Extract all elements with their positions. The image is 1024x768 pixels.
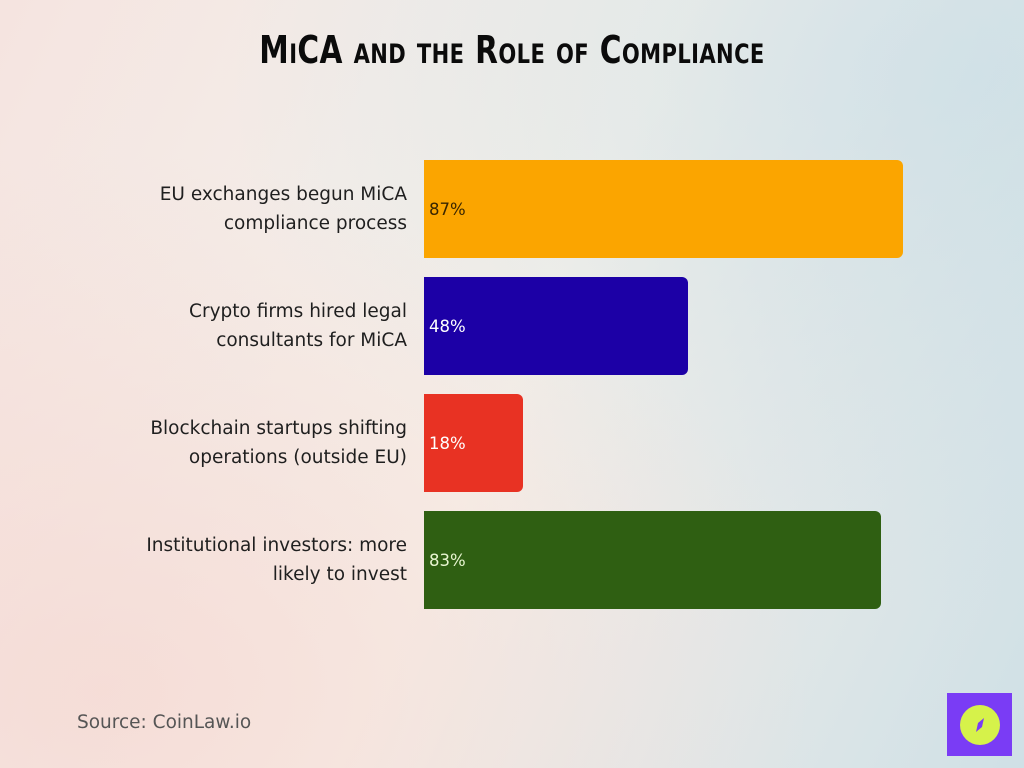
bar-row: Blockchain startups shifting operations (… [0, 394, 1024, 492]
bar-label: Crypto firms hired legal consultants for … [189, 301, 407, 351]
bar-row: Institutional investors: more likely to i… [0, 511, 1024, 609]
bar: 48% [424, 277, 688, 375]
bar-value-label: 48% [429, 316, 466, 336]
bar-label: EU exchanges begun MiCA compliance proces… [159, 184, 407, 234]
bar-row: Crypto firms hired legal consultants for … [0, 277, 1024, 375]
bar: 83% [424, 511, 881, 609]
brand-logo [947, 693, 1012, 756]
compass-icon [959, 704, 1000, 745]
bar-label: Institutional investors: more likely to i… [146, 535, 407, 585]
bar-value-label: 87% [429, 199, 466, 219]
bar: 87% [424, 160, 903, 258]
bar: 18% [424, 394, 523, 492]
bar-row: EU exchanges begun MiCA compliance proces… [0, 160, 1024, 258]
bar-value-label: 83% [429, 550, 466, 570]
bar-label: Blockchain startups shifting operations (… [150, 418, 407, 468]
chart-title: MiCA and the Role of Compliance [259, 28, 765, 72]
bar-value-label: 18% [429, 433, 466, 453]
source-caption: Source: CoinLaw.io [77, 712, 252, 733]
